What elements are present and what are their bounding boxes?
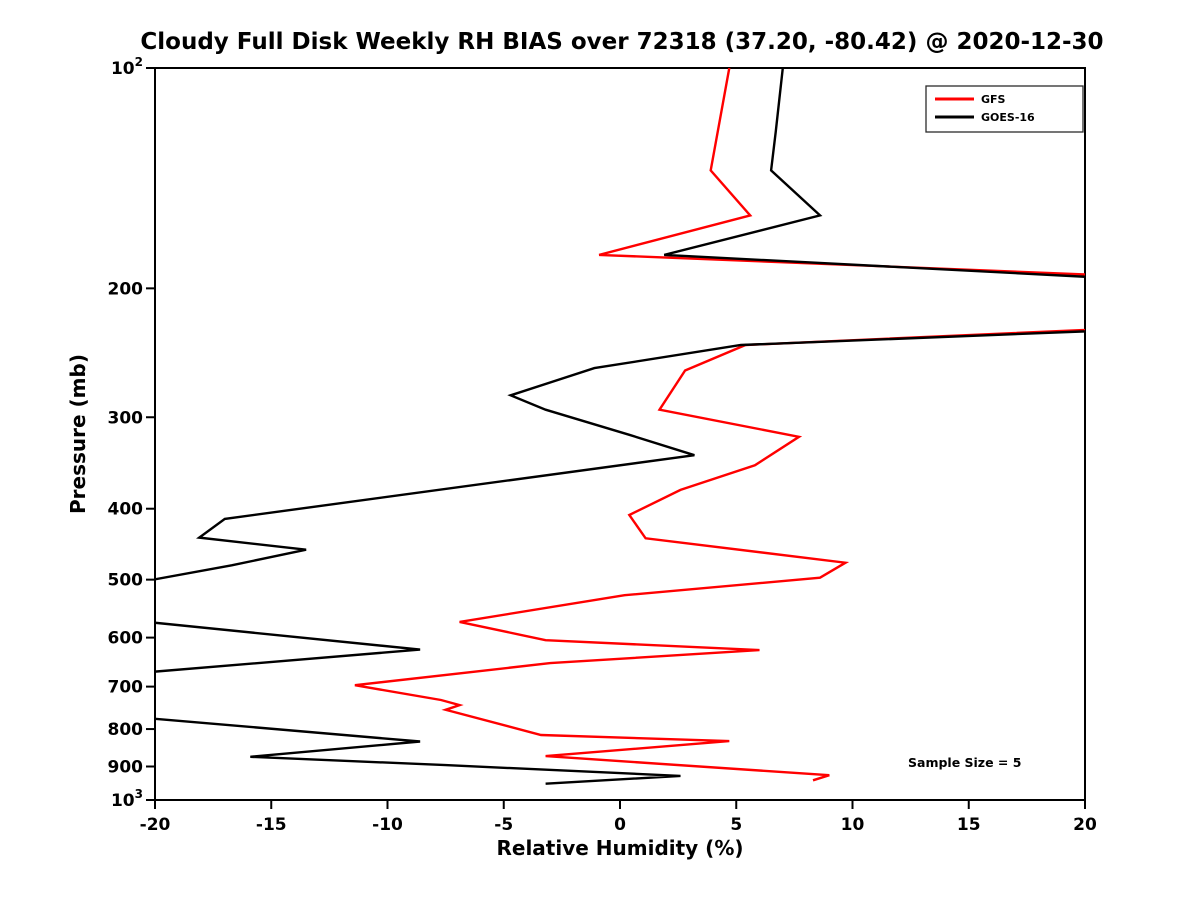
x-axis-label: Relative Humidity (%) — [496, 836, 743, 860]
y-tick-label: 102 — [111, 55, 143, 79]
y-tick-label: 700 — [108, 678, 144, 698]
series-line-goes-16 — [155, 68, 1085, 785]
legend: GFS GOES-16 — [925, 85, 1084, 133]
y-tick-label: 400 — [108, 500, 144, 520]
legend-box — [925, 85, 1084, 133]
legend-label-goes16: GOES-16 — [981, 111, 1035, 124]
y-axis-label: Pressure (mb) — [66, 354, 90, 514]
y-tick-label: 200 — [108, 279, 144, 299]
x-axis-ticks: -20 -15 -10 -5 0 5 10 15 20 — [140, 800, 1097, 835]
legend-label-gfs: GFS — [981, 93, 1006, 106]
x-tick-label: 10 — [841, 815, 865, 835]
x-tick-label: 5 — [730, 815, 742, 835]
series-line-gfs — [354, 68, 1085, 782]
y-axis-ticks: 102 200 300 400 500 600 700 800 900 103 — [108, 55, 155, 811]
data-series — [155, 68, 1085, 785]
y-tick-label: 800 — [108, 720, 144, 740]
x-tick-label: -5 — [494, 815, 513, 835]
x-tick-label: -20 — [140, 815, 171, 835]
y-tick-label: 500 — [108, 571, 144, 591]
x-tick-label: 0 — [614, 815, 626, 835]
x-tick-label: -10 — [372, 815, 403, 835]
x-tick-label: -15 — [256, 815, 287, 835]
chart-title: Cloudy Full Disk Weekly RH BIAS over 723… — [140, 29, 1103, 55]
x-tick-label: 15 — [957, 815, 981, 835]
y-tick-label: 600 — [108, 629, 144, 649]
y-tick-label: 300 — [108, 408, 144, 428]
y-tick-label: 103 — [111, 787, 143, 811]
y-tick-label: 900 — [108, 758, 144, 778]
plot-area-frame — [154, 67, 1086, 801]
sample-size-annotation: Sample Size = 5 — [908, 755, 1021, 770]
x-tick-label: 20 — [1073, 815, 1097, 835]
